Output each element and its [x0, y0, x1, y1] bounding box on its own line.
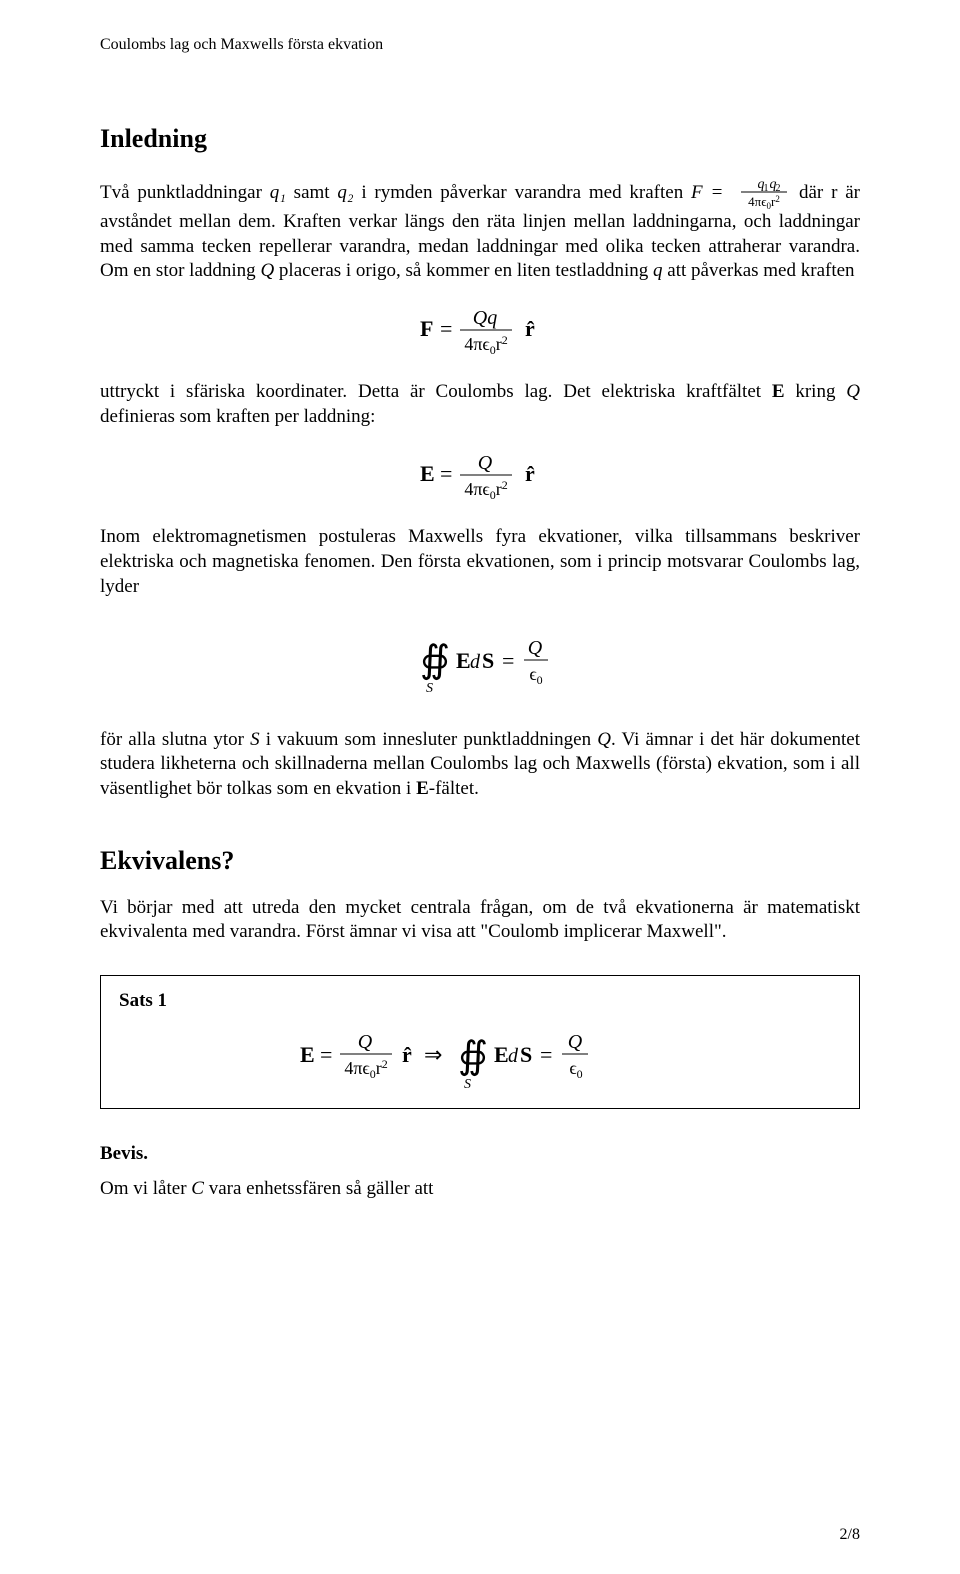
svg-text:Q: Q — [568, 1031, 583, 1053]
math-E-bold-2: E — [416, 778, 429, 799]
svg-text:⇒: ⇒ — [424, 1042, 442, 1067]
math-q: q — [653, 260, 663, 281]
text: för alla slutna ytor — [100, 729, 250, 750]
svg-text:E: E — [300, 1042, 315, 1067]
svg-text:4πϵ0r2: 4πϵ0r2 — [748, 194, 780, 210]
svg-text:4πϵ0r2: 4πϵ0r2 — [464, 333, 507, 357]
svg-text:E: E — [420, 461, 435, 486]
svg-text:=: = — [502, 648, 514, 673]
text: Om vi låter — [100, 1178, 191, 1199]
svg-text:=: = — [440, 461, 452, 486]
equation-gauss: ∯ S E d S = Q ϵ0 — [100, 628, 860, 698]
text: i vakuum som innesluter punktladdningen — [260, 729, 598, 750]
svg-text:Q: Q — [528, 637, 543, 659]
text: kring — [785, 381, 847, 402]
svg-text:Q: Q — [358, 1031, 373, 1053]
svg-text:S: S — [482, 648, 494, 673]
text: placeras i origo, så kommer en liten tes… — [274, 260, 653, 281]
proof-heading: Bevis. — [100, 1143, 860, 1165]
svg-text:S: S — [520, 1042, 532, 1067]
heading-inledning: Inledning — [100, 124, 860, 154]
theorem-box-sats1: Sats 1 E = Q 4πϵ0r2 r̂ ⇒ ∯ S E d S = Q ϵ… — [100, 975, 860, 1109]
svg-text:d: d — [508, 1045, 519, 1067]
svg-text:ϵ0: ϵ0 — [569, 1058, 582, 1081]
svg-text:4πϵ0r2: 4πϵ0r2 — [464, 478, 507, 502]
text: definieras som kraften per laddning: — [100, 406, 375, 427]
math-F-lhs: F = — [691, 182, 723, 203]
svg-text:E: E — [456, 648, 471, 673]
math-Q3: Q — [597, 729, 611, 750]
svg-text:F: F — [420, 316, 433, 341]
text: samt — [286, 182, 338, 203]
heading-ekvivalens: Ekvivalens? — [100, 846, 860, 876]
equation-E: E = Q 4πϵ0r2 r̂ — [100, 447, 860, 503]
math-E-bold: E — [772, 381, 785, 402]
text: att påverkas med kraften — [663, 260, 855, 281]
svg-text:=: = — [540, 1042, 552, 1067]
inledning-para-2: uttryckt i sfäriska koordinater. Detta ä… — [100, 380, 860, 429]
svg-text:S: S — [426, 681, 433, 696]
svg-text:r̂: r̂ — [402, 1042, 412, 1067]
svg-text:d: d — [470, 651, 481, 673]
page-number: 2/8 — [840, 1526, 860, 1544]
svg-text:Qq: Qq — [473, 307, 497, 329]
inledning-para-4: för alla slutna ytor S i vakuum som inne… — [100, 728, 860, 802]
text: -fältet. — [429, 778, 479, 799]
text: vara enhetssfären så gäller att — [204, 1178, 433, 1199]
svg-text:E: E — [494, 1042, 509, 1067]
svg-text:r̂: r̂ — [525, 316, 535, 341]
inledning-para-1: Två punktladdningar q₁ samt q₂ i rymden … — [100, 174, 860, 284]
inline-fraction-F: q 1 q 2 4πϵ0r2 — [731, 174, 791, 210]
svg-text:S: S — [464, 1077, 471, 1092]
running-head: Coulombs lag och Maxwells första ekvatio… — [100, 36, 860, 54]
math-S: S — [250, 729, 260, 750]
svg-text:=: = — [320, 1042, 332, 1067]
svg-text:=: = — [440, 316, 452, 341]
ekvivalens-para-1: Vi börjar med att utreda den mycket cent… — [100, 896, 860, 945]
svg-text:∯: ∯ — [420, 639, 450, 681]
inledning-para-3: Inom elektromagnetismen postuleras Maxwe… — [100, 525, 860, 599]
text: Två punktladdningar — [100, 182, 270, 203]
bevis-para-1: Om vi låter C vara enhetssfären så gälle… — [100, 1177, 860, 1202]
page: Coulombs lag och Maxwells första ekvatio… — [0, 0, 960, 1574]
math-Q2: Q — [846, 381, 860, 402]
text: uttryckt i sfäriska koordinater. Detta ä… — [100, 381, 772, 402]
equation-sats1: E = Q 4πϵ0r2 r̂ ⇒ ∯ S E d S = Q ϵ0 — [119, 1022, 841, 1092]
math-Q: Q — [260, 260, 274, 281]
svg-text:Q: Q — [478, 452, 493, 474]
svg-text:r̂: r̂ — [525, 461, 535, 486]
theorem-title: Sats 1 — [119, 990, 841, 1012]
equation-F: F = Qq 4πϵ0r2 r̂ — [100, 302, 860, 358]
math-C: C — [191, 1178, 204, 1199]
svg-text:4πϵ0r2: 4πϵ0r2 — [344, 1057, 387, 1081]
math-q1: q₁ — [270, 182, 286, 203]
text: i rymden påverkar varandra med kraften — [354, 182, 692, 203]
svg-text:∯: ∯ — [458, 1035, 488, 1077]
math-q2: q₂ — [337, 182, 353, 203]
svg-text:ϵ0: ϵ0 — [529, 664, 542, 687]
